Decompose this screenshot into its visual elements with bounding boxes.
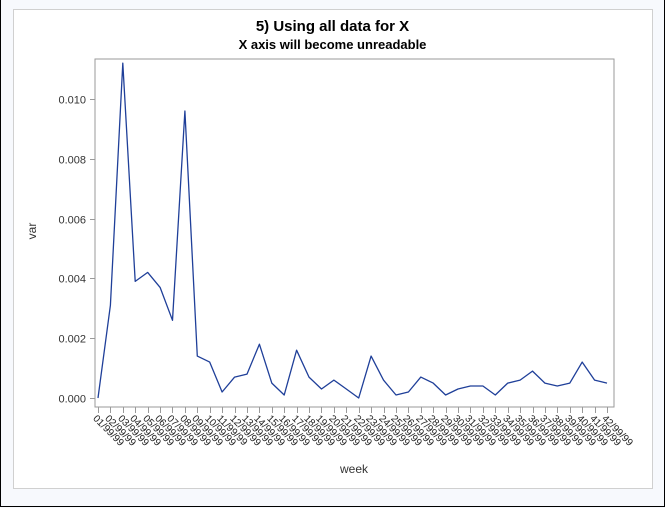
y-axis-label: var <box>25 223 39 240</box>
y-tick-label: 0.004 <box>58 274 86 286</box>
data-line <box>97 62 608 399</box>
chart-subtitle: X axis will become unreadable <box>238 37 427 52</box>
y-axis: 0.000 0.002 0.004 0.006 0.008 0.010 <box>58 95 95 406</box>
series-line-var <box>97 62 608 399</box>
y-tick-label: 0.010 <box>58 95 86 107</box>
y-tick-label: 0.000 <box>58 394 86 406</box>
plot-frame <box>94 58 615 408</box>
y-tick-label: 0.008 <box>58 155 86 167</box>
y-tick-label: 0.002 <box>58 334 86 346</box>
plot-area <box>94 58 615 408</box>
chart-title: 5) Using all data for X <box>255 18 410 35</box>
y-tick-label: 0.006 <box>58 215 86 227</box>
x-axis-label: week <box>339 462 369 476</box>
x-axis: 01/99/9902/99/9903/99/9904/99/9905/99/99… <box>90 407 635 449</box>
